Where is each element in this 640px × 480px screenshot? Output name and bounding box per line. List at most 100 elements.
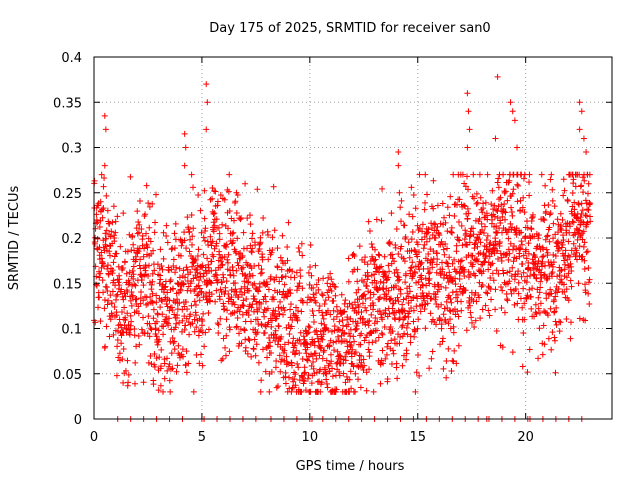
data-point — [549, 197, 556, 204]
data-point — [333, 303, 340, 310]
data-point — [558, 222, 565, 229]
data-point — [540, 245, 547, 252]
data-point — [484, 171, 491, 178]
data-point — [212, 298, 219, 305]
data-point — [231, 301, 238, 308]
data-point — [286, 330, 293, 337]
data-point — [465, 268, 472, 275]
data-point — [514, 144, 521, 151]
data-point — [393, 360, 400, 367]
data-point — [404, 320, 411, 327]
data-point — [488, 201, 495, 208]
data-point — [301, 364, 308, 371]
data-point — [545, 202, 552, 209]
data-point — [444, 204, 451, 211]
data-point — [412, 248, 419, 255]
data-point — [345, 321, 352, 328]
data-point — [544, 233, 551, 240]
data-point — [126, 279, 133, 286]
data-point — [277, 254, 284, 261]
data-point — [546, 262, 553, 269]
x-axis-label: GPS time / hours — [296, 459, 405, 474]
data-point — [158, 262, 165, 269]
data-point — [568, 268, 575, 275]
data-point — [315, 307, 322, 314]
data-point — [169, 365, 176, 372]
data-point — [300, 333, 307, 340]
data-point — [174, 296, 181, 303]
data-point — [97, 217, 104, 224]
data-point — [487, 274, 494, 281]
data-point — [416, 372, 423, 379]
data-point — [455, 342, 462, 349]
data-point — [380, 360, 387, 367]
data-point — [154, 261, 161, 268]
data-point — [313, 290, 320, 297]
data-point — [164, 355, 171, 362]
data-point — [244, 350, 251, 357]
data-point — [343, 373, 350, 380]
data-point — [164, 239, 171, 246]
data-point — [375, 251, 382, 258]
data-point — [582, 197, 589, 204]
data-point — [446, 254, 453, 261]
data-point — [284, 244, 291, 251]
data-point — [403, 350, 410, 357]
data-point — [461, 236, 468, 243]
data-point — [171, 346, 178, 353]
data-point — [213, 272, 220, 279]
data-point — [186, 228, 193, 235]
data-point — [358, 352, 365, 359]
data-point — [520, 330, 527, 337]
data-point — [177, 354, 184, 361]
data-point — [384, 343, 391, 350]
data-point — [265, 286, 272, 293]
data-point — [115, 263, 122, 270]
data-point — [492, 286, 499, 293]
data-point — [580, 228, 587, 235]
data-point — [209, 184, 216, 191]
data-point — [582, 281, 588, 288]
data-point — [357, 341, 364, 348]
data-point — [501, 208, 508, 215]
data-point — [557, 268, 564, 275]
data-point — [484, 290, 491, 297]
data-point — [306, 281, 313, 288]
data-point — [130, 271, 137, 278]
data-point — [245, 287, 252, 294]
data-point — [282, 273, 289, 280]
data-point — [189, 320, 196, 327]
data-point — [565, 238, 572, 245]
data-point — [469, 261, 476, 268]
data-point — [378, 217, 385, 224]
data-point — [548, 171, 555, 178]
data-point — [285, 219, 292, 226]
data-point — [207, 233, 214, 240]
data-point — [217, 286, 224, 293]
data-point — [507, 220, 514, 227]
data-point — [365, 346, 372, 353]
data-point — [540, 216, 547, 223]
data-point — [498, 201, 505, 208]
data-point — [258, 300, 265, 307]
data-point — [245, 307, 252, 314]
data-point — [407, 339, 414, 346]
data-point — [274, 245, 281, 252]
data-point — [243, 275, 250, 281]
data-point — [395, 162, 402, 169]
data-point — [132, 282, 139, 289]
data-point — [291, 274, 298, 281]
data-point — [457, 270, 464, 277]
data-point — [558, 267, 565, 274]
data-point — [549, 263, 556, 270]
data-point — [211, 210, 218, 217]
data-point — [469, 319, 476, 326]
data-point — [260, 215, 267, 222]
data-point — [504, 297, 511, 304]
data-point — [401, 307, 408, 314]
data-point — [193, 312, 200, 319]
data-point — [182, 322, 189, 329]
data-point — [98, 249, 105, 256]
data-point — [495, 256, 502, 263]
data-point — [551, 308, 558, 315]
